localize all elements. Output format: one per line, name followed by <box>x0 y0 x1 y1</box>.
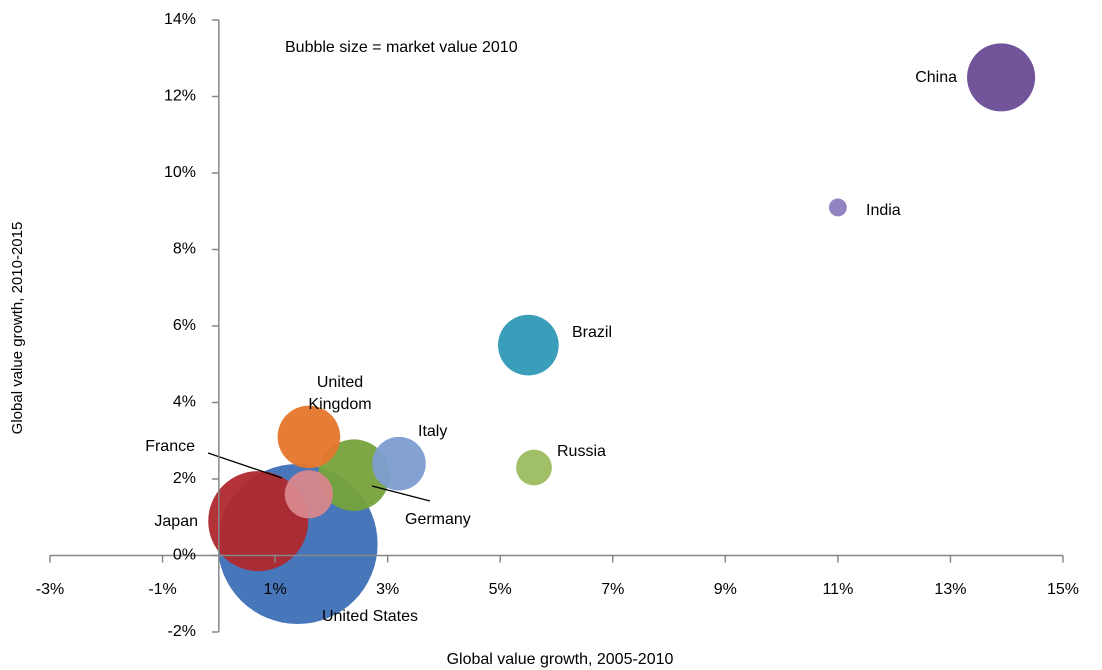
y-tick-label: 10% <box>164 164 196 181</box>
x-tick-label: 5% <box>489 581 512 598</box>
x-tick-label: 15% <box>1047 581 1079 598</box>
bubble <box>516 449 552 486</box>
bubble-label: Germany <box>405 511 471 528</box>
x-axis-title: Global value growth, 2005-2010 <box>447 651 674 668</box>
x-tick-label: 1% <box>264 581 287 598</box>
bubble <box>372 436 426 491</box>
x-tick-label: -3% <box>36 581 64 598</box>
bubble <box>284 470 333 519</box>
y-axis-title: Global value growth, 2010-2015 <box>9 222 26 435</box>
y-tick-label: 0% <box>173 547 196 564</box>
bubble-label: Japan <box>154 513 198 530</box>
x-tick-label: -1% <box>148 581 176 598</box>
y-tick-label: -2% <box>168 623 196 640</box>
bubble-label: Italy <box>418 423 447 440</box>
bubble-label: France <box>145 438 195 455</box>
bubble <box>277 405 341 469</box>
leader-line <box>371 485 431 502</box>
y-tick-label: 6% <box>173 317 196 334</box>
bubble <box>318 439 390 511</box>
bubble-label: United Kingdom <box>308 374 372 413</box>
annotation: Bubble size = market value 2010 <box>285 39 518 56</box>
x-tick-label: 11% <box>822 581 853 598</box>
leader-line <box>207 452 283 479</box>
bubble-label: Russia <box>557 443 606 460</box>
bubble-label: China <box>915 69 957 86</box>
y-tick-label: 2% <box>173 470 196 487</box>
x-tick-label: 7% <box>601 581 624 598</box>
x-tick-label: 9% <box>714 581 737 598</box>
x-tick-label: 3% <box>376 581 399 598</box>
bubble <box>208 471 309 572</box>
x-tick-label: 13% <box>934 581 966 598</box>
bubble-label: India <box>866 202 901 219</box>
bubble <box>828 198 847 217</box>
y-tick-label: 12% <box>164 88 196 105</box>
y-tick-label: 14% <box>164 11 196 28</box>
y-tick-label: 4% <box>173 394 196 411</box>
bubble <box>498 314 559 376</box>
y-tick-label: 8% <box>173 241 196 258</box>
bubble-label: United States <box>322 608 418 625</box>
bubble-label: Brazil <box>572 324 612 341</box>
bubble <box>967 43 1036 112</box>
